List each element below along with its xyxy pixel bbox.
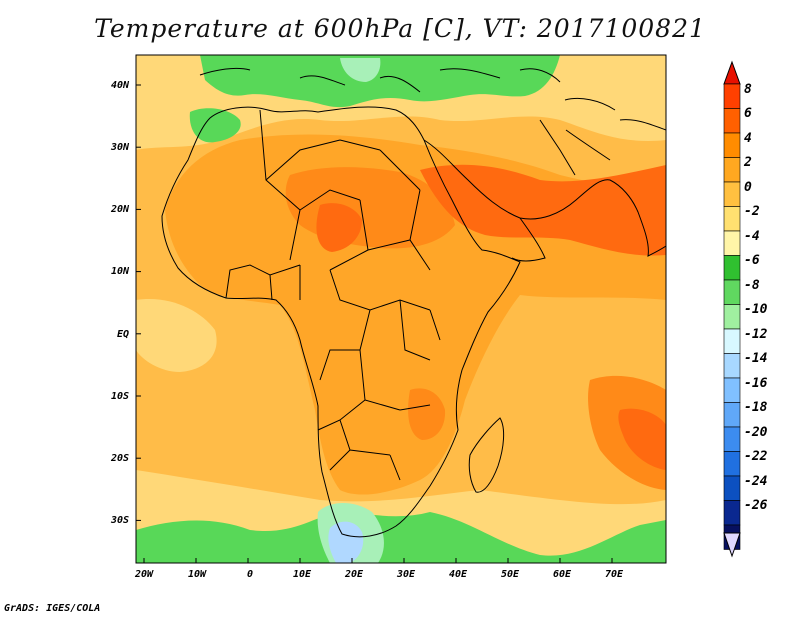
lon-label: 20E: [344, 569, 364, 580]
lat-label: EQ: [117, 329, 129, 340]
colorbar-label: -18: [744, 400, 768, 415]
hotter-zone-arabia: [420, 164, 666, 256]
colorbar-segment: [723, 475, 741, 501]
colorbar-label: -20: [744, 425, 768, 440]
colorbar-extend-max: [723, 60, 741, 85]
colorbar-segment: [723, 157, 741, 183]
hotter-zone-south-indian: [618, 408, 666, 470]
colorbar-label: 6: [744, 106, 752, 121]
colorbar-segment: [723, 255, 741, 281]
map-title: Temperature at 600hPa [C], VT: 201710082…: [94, 14, 706, 43]
lon-label: 30E: [396, 569, 416, 580]
lon-label: 10W: [188, 569, 207, 580]
colorbar-label: -10: [744, 302, 768, 317]
cold-band-north: [200, 55, 560, 108]
colorbar-label: -4: [744, 229, 760, 244]
lon-label: 0: [247, 569, 253, 580]
colorbar-label: -2: [744, 204, 760, 219]
colorbar-segment: [723, 83, 741, 109]
colorbar-segment: [723, 304, 741, 330]
colorbar-segments: [723, 83, 741, 550]
colorbar-label: 8: [744, 82, 752, 97]
cold-band-south: [136, 510, 666, 563]
hotter-zone-chad: [316, 203, 362, 252]
coastlines-borders: [161, 67, 666, 538]
colorbar-label: -16: [744, 376, 768, 391]
colorbar-segment: [723, 206, 741, 232]
lon-label: 10E: [293, 569, 312, 580]
colorbar-segment: [723, 426, 741, 452]
map-plot: [136, 55, 666, 563]
colorbar-segment: [723, 353, 741, 379]
hot-zone-east-africa: [408, 388, 446, 440]
plot-frame: [135, 54, 667, 564]
colorbar-segment: [723, 181, 741, 207]
colorbar-segment: [723, 279, 741, 305]
colorbar-segment: [723, 328, 741, 354]
colorbar-label: -12: [744, 327, 768, 342]
colorbar-label: 0: [744, 180, 752, 195]
lat-label: 30S: [110, 515, 129, 526]
coldest-patch-south: [328, 521, 364, 563]
colorbar-label: -6: [744, 253, 760, 268]
cool-patch-atlantic: [136, 299, 217, 372]
colorbar-segment: [723, 377, 741, 403]
lat-label: 20N: [110, 204, 130, 215]
colorbar-label: 2: [743, 155, 752, 170]
latitude-axis: [136, 84, 141, 521]
colorbar-label: 4: [744, 131, 752, 146]
longitude-axis: [143, 558, 613, 563]
colorbar-label: -26: [744, 498, 768, 513]
lat-label: 20S: [110, 453, 129, 464]
colorbar-segment: [723, 132, 741, 158]
lon-label: 20W: [134, 569, 154, 580]
colorbar-label: -22: [744, 449, 768, 464]
colorbar-segment: [723, 230, 741, 256]
lat-label: 10S: [111, 391, 129, 402]
colorbar-label: -24: [744, 474, 768, 489]
lon-label: 40E: [449, 569, 468, 580]
lat-label: 30N: [110, 142, 130, 153]
colorbar-label: -14: [744, 351, 768, 366]
colorbar-label: -8: [744, 278, 760, 293]
colorbar-segment: [723, 500, 741, 526]
colorbar-extend-min: [723, 532, 741, 558]
colder-patch-north: [340, 58, 381, 82]
grads-credit: GrADS: IGES/COLA: [4, 603, 101, 614]
lon-label: 60E: [553, 569, 572, 580]
colorbar-segment: [723, 402, 741, 428]
colorbar: 8 6 4 2 0 -2 -4 -6 -8 -10 -12 -14 -16 -1…: [723, 60, 768, 558]
lon-label: 70E: [605, 569, 624, 580]
cold-patch-morocco: [189, 108, 241, 143]
lon-label: 50E: [501, 569, 520, 580]
lat-label: 40N: [111, 80, 130, 91]
colorbar-segment: [723, 108, 741, 134]
colorbar-segment: [723, 451, 741, 477]
lat-label: 10N: [111, 266, 130, 277]
